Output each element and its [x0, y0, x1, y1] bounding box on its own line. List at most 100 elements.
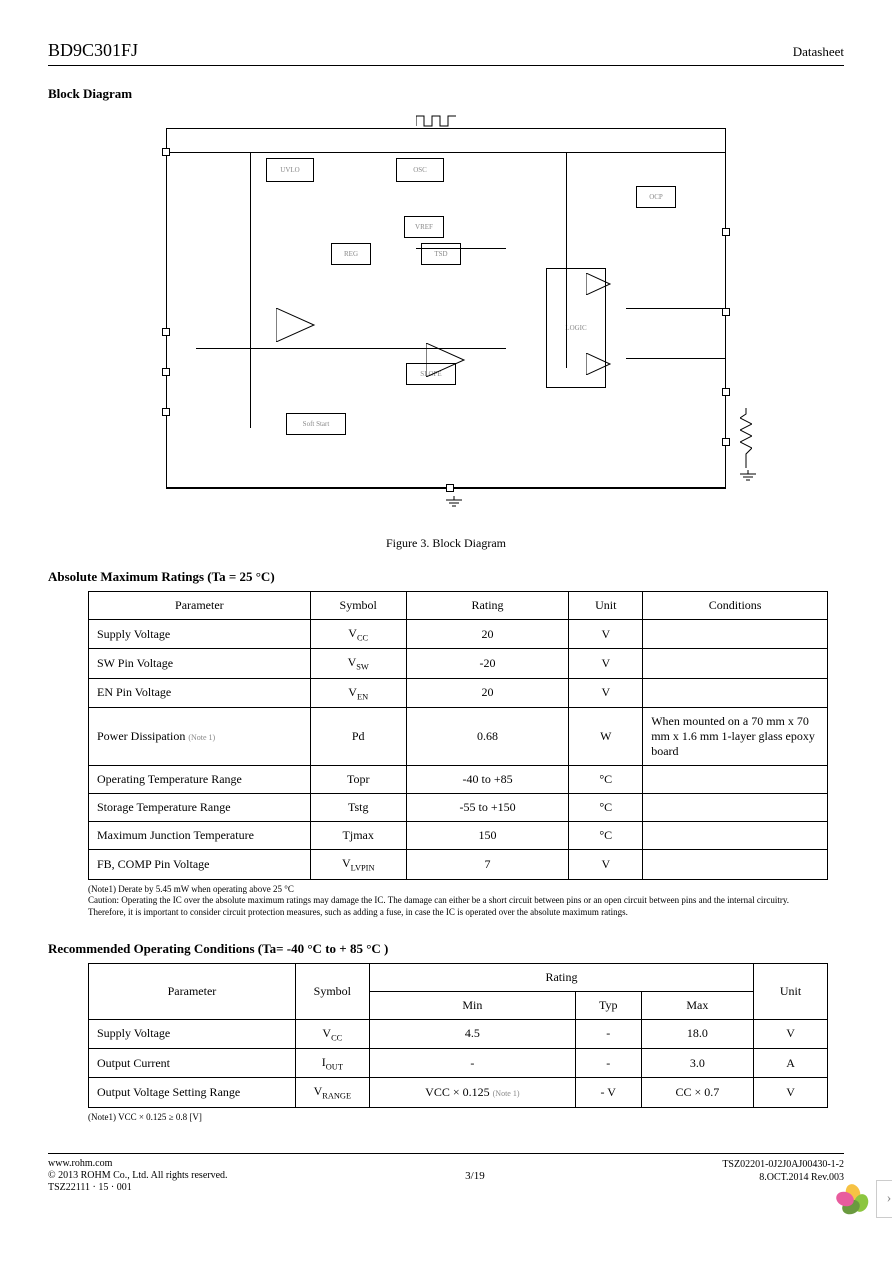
section-title-abs-max: Absolute Maximum Ratings (Ta = 25 °C): [48, 569, 844, 585]
table-row: Maximum Junction TemperatureTjmax150°C: [89, 822, 828, 850]
cell-parameter: Output Current: [89, 1049, 296, 1078]
cell-conditions: When mounted on a 70 mm x 70 mm x 1.6 mm…: [643, 708, 828, 766]
cell-parameter: Supply Voltage: [89, 1019, 296, 1048]
footer-rev-date: 8.OCT.2014 Rev.003: [722, 1171, 844, 1184]
cell-symbol: IOUT: [295, 1049, 369, 1078]
diagram-block: OSC: [396, 158, 444, 182]
cell-typ: -: [575, 1019, 641, 1048]
pin-pad: [722, 438, 730, 446]
diagram-wire: [250, 152, 251, 428]
note-line: (Note1) Derate by 5.45 mW when operating…: [88, 884, 808, 896]
footer-page-number: 3/19: [465, 1170, 485, 1182]
table-row: Output CurrentIOUT--3.0A: [89, 1049, 828, 1078]
cell-typ: - V: [575, 1078, 641, 1107]
section-title-rec-op: Recommended Operating Conditions (Ta= -4…: [48, 941, 844, 957]
abs-max-title-prefix: Absolute Maximum Ratings (Ta = 25: [48, 569, 252, 584]
cell-max: CC × 0.7: [641, 1078, 754, 1107]
pin-pad: [722, 308, 730, 316]
cell-unit: V: [569, 850, 643, 879]
table-row: Operating Temperature RangeTopr-40 to +8…: [89, 766, 828, 794]
diagram-block: Soft Start: [286, 413, 346, 435]
cell-conditions: [643, 822, 828, 850]
cell-unit: V: [569, 620, 643, 649]
opamp-icon: [426, 343, 466, 377]
cell-symbol: VLVPIN: [310, 850, 406, 879]
cell-rating: 20: [406, 620, 569, 649]
col-parameter: Parameter: [89, 592, 311, 620]
note-line: (Note1) VCC × 0.125 ≥ 0.8 [V]: [88, 1112, 808, 1124]
cell-conditions: [643, 794, 828, 822]
col-max: Max: [641, 991, 754, 1019]
cell-symbol: Topr: [310, 766, 406, 794]
buffer-icon: [586, 273, 612, 295]
rec-op-title-mid: °C to +: [307, 941, 346, 956]
table-row: EN Pin VoltageVEN20V: [89, 678, 828, 707]
pin-pad: [162, 368, 170, 376]
cell-symbol: Tjmax: [310, 822, 406, 850]
figure-caption: Figure 3. Block Diagram: [48, 536, 844, 551]
cell-parameter: Power Dissipation (Note 1): [89, 708, 311, 766]
part-number: BD9C301FJ: [48, 40, 138, 61]
diagram-wire: [566, 152, 567, 368]
cell-conditions: [643, 620, 828, 649]
cell-symbol: VEN: [310, 678, 406, 707]
document-type: Datasheet: [793, 44, 844, 60]
cell-symbol: Tstg: [310, 794, 406, 822]
page-header: BD9C301FJ Datasheet: [48, 40, 844, 66]
cell-symbol: Pd: [310, 708, 406, 766]
resistor-icon: [740, 408, 752, 468]
cell-rating: 0.68: [406, 708, 569, 766]
cell-symbol: VCC: [295, 1019, 369, 1048]
col-min: Min: [369, 991, 575, 1019]
table-row: Power Dissipation (Note 1)Pd0.68WWhen mo…: [89, 708, 828, 766]
abs-max-notes: (Note1) Derate by 5.45 mW when operating…: [88, 884, 808, 919]
col-unit: Unit: [569, 592, 643, 620]
col-parameter: Parameter: [89, 963, 296, 1019]
abs-max-table: Parameter Symbol Rating Unit Conditions …: [88, 591, 828, 880]
cell-max: 3.0: [641, 1049, 754, 1078]
cell-min: -: [369, 1049, 575, 1078]
diagram-block: REG: [331, 243, 371, 265]
cell-parameter: Storage Temperature Range: [89, 794, 311, 822]
diagram-block: OCP: [636, 186, 676, 208]
buffer-icon: [586, 353, 612, 375]
col-rating: Rating: [369, 963, 753, 991]
cell-conditions: [643, 766, 828, 794]
cell-unit: A: [754, 1049, 828, 1078]
block-diagram: UVLOOSCTSDVREFREGOCPSLOPESoft StartLOGIC: [126, 108, 766, 528]
footer-doc-id: TSZ02201-0J2J0AJ00430-1-2: [722, 1158, 844, 1171]
cell-conditions: [643, 850, 828, 879]
cell-parameter: Maximum Junction Temperature: [89, 822, 311, 850]
table-row: Output Voltage Setting RangeVRANGEVCC × …: [89, 1078, 828, 1107]
cell-rating: -20: [406, 649, 569, 678]
footer-left: www.rohm.com © 2013 ROHM Co., Ltd. All r…: [48, 1158, 228, 1194]
footer-right: TSZ02201-0J2J0AJ00430-1-2 8.OCT.2014 Rev…: [722, 1158, 844, 1194]
cell-unit: °C: [569, 822, 643, 850]
table-header-row: Parameter Symbol Rating Unit: [89, 963, 828, 991]
pin-pad: [162, 408, 170, 416]
footer-url: www.rohm.com: [48, 1158, 228, 1170]
cell-rating: 7: [406, 850, 569, 879]
pin-pad: [722, 388, 730, 396]
note-line: Caution: Operating the IC over the absol…: [88, 895, 808, 918]
next-page-button[interactable]: ›: [876, 1180, 892, 1218]
pin-pad: [446, 484, 454, 492]
table-row: Supply VoltageVCC20V: [89, 620, 828, 649]
cell-parameter: Operating Temperature Range: [89, 766, 311, 794]
col-symbol: Symbol: [295, 963, 369, 1019]
clock-icon: [416, 114, 456, 128]
opamp-icon: [276, 308, 316, 342]
col-conditions: Conditions: [643, 592, 828, 620]
col-unit: Unit: [754, 963, 828, 1019]
table-row: SW Pin VoltageVSW-20V: [89, 649, 828, 678]
cell-unit: °C: [569, 766, 643, 794]
diagram-block: VREF: [404, 216, 444, 238]
cell-symbol: VSW: [310, 649, 406, 678]
cell-min: 4.5: [369, 1019, 575, 1048]
cell-symbol: VCC: [310, 620, 406, 649]
col-typ: Typ: [575, 991, 641, 1019]
cell-symbol: VRANGE: [295, 1078, 369, 1107]
chevron-right-icon: ›: [887, 1191, 892, 1207]
pin-pad: [162, 328, 170, 336]
cell-parameter: Output Voltage Setting Range: [89, 1078, 296, 1107]
